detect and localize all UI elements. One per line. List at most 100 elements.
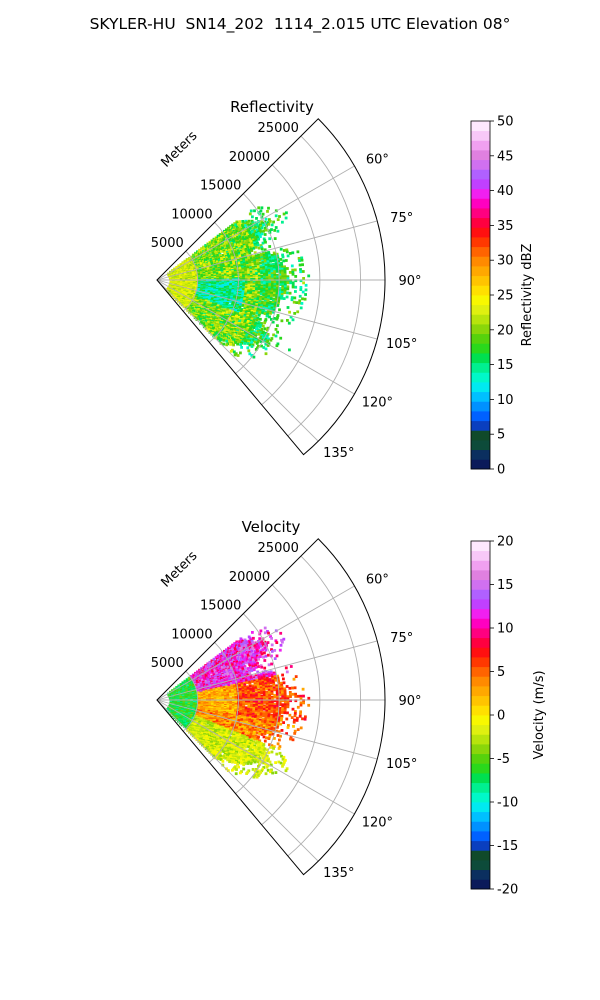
echo-gate: [268, 256, 272, 260]
echo-gate: [269, 259, 272, 263]
echo-gate: [265, 286, 269, 290]
echo-gate: [249, 254, 253, 257]
echo-gate: [252, 320, 256, 324]
echo-gate: [289, 281, 292, 285]
echo-gate: [267, 291, 271, 295]
echo-gate: [290, 264, 294, 268]
echo-gate: [283, 273, 287, 277]
echo-gate: [281, 277, 285, 281]
echo-gate: [246, 332, 250, 336]
echo-gate: [262, 330, 265, 334]
echo-gate: [276, 218, 280, 221]
colorbar-tick-label: 20: [497, 323, 514, 338]
echo-gate: [252, 291, 255, 295]
echo-gate: [249, 233, 253, 237]
echo-gate: [273, 275, 277, 279]
echo-gate: [247, 286, 251, 290]
reflectivity-title: Reflectivity: [230, 98, 314, 116]
echo-gate: [281, 271, 284, 275]
echo-gate: [276, 316, 279, 319]
sector-outline: [156, 118, 386, 456]
echo-gate: [232, 350, 236, 354]
echo-gate: [251, 339, 255, 342]
echo-gate: [304, 283, 308, 287]
echo-gate: [254, 316, 257, 319]
echo-gate: [299, 270, 303, 274]
echo-gate: [246, 342, 250, 345]
echo-gate: [276, 286, 279, 290]
colorbar-swatch: [471, 333, 490, 344]
echo-gate: [276, 256, 280, 260]
echo-gate: [268, 289, 271, 293]
echo-gate: [256, 309, 259, 313]
colorbar-tick-label: 5: [497, 428, 505, 443]
echo-gate: [249, 272, 253, 275]
echo-gate: [247, 224, 251, 227]
echo-gate: [264, 228, 268, 232]
echo-gate: [259, 264, 263, 268]
echo-gate: [219, 296, 223, 300]
echo-gate: [269, 297, 273, 300]
echo-gate: [263, 239, 267, 242]
echo-gate: [214, 240, 218, 244]
echo-gate: [247, 280, 251, 284]
colorbar-swatch: [471, 208, 490, 219]
echo-gate: [265, 279, 269, 283]
echo-gate: [253, 299, 257, 303]
echo-gate: [221, 232, 225, 236]
echo-gate: [260, 274, 264, 278]
echo-gate: [245, 250, 249, 254]
echo-gate: [220, 268, 224, 272]
echo-gate: [254, 306, 258, 309]
echo-gate: [260, 271, 263, 275]
echo-gate: [262, 252, 265, 256]
echo-gate: [299, 268, 302, 271]
echo-gate: [234, 273, 238, 277]
echo-gate: [210, 244, 214, 248]
echo-gate: [281, 285, 285, 288]
echo-gate: [248, 322, 252, 326]
echo-gate: [203, 276, 206, 279]
echo-gate: [266, 300, 270, 304]
echo-gate: [253, 309, 257, 312]
azimuth-spoke: [156, 279, 378, 340]
echo-gate: [297, 257, 301, 260]
reflectivity-colorbar-label: Reflectivity dBZ: [520, 244, 535, 347]
echo-gate: [273, 229, 277, 232]
echo-gate: [255, 257, 259, 261]
echo-gate: [284, 277, 287, 281]
echo-gate: [252, 284, 256, 287]
echo-gate: [249, 319, 253, 323]
echo-gate: [264, 310, 267, 314]
echo-gate: [264, 262, 268, 266]
echo-gate: [252, 273, 256, 277]
echo-gate: [260, 245, 264, 249]
echo-gate: [258, 300, 262, 304]
echo-gate: [246, 292, 250, 296]
echo-gate: [259, 292, 263, 296]
azimuth-tick-label: 120°: [362, 396, 393, 411]
echo-gate: [271, 320, 275, 324]
echo-gate: [290, 296, 294, 299]
echo-gate: [248, 260, 251, 264]
echo-gate: [257, 206, 261, 210]
echo-gate: [234, 341, 237, 344]
echo-gate: [264, 298, 268, 301]
echo-gate: [258, 310, 262, 314]
echo-gate: [238, 220, 242, 223]
echo-gate: [242, 225, 245, 229]
echo-gate: [259, 209, 263, 213]
echo-gate: [249, 226, 252, 230]
azimuth-spoke: [156, 279, 355, 395]
echo-gate: [238, 340, 241, 343]
echo-gate: [254, 296, 257, 300]
echo-gate: [250, 354, 254, 357]
echo-gate: [260, 328, 264, 331]
echo-gate: [251, 322, 255, 325]
echo-gate: [247, 219, 251, 223]
echo-gate: [243, 252, 247, 256]
echo-gate: [286, 319, 289, 322]
echo-gate: [249, 294, 252, 297]
colorbar-swatch: [471, 304, 490, 315]
